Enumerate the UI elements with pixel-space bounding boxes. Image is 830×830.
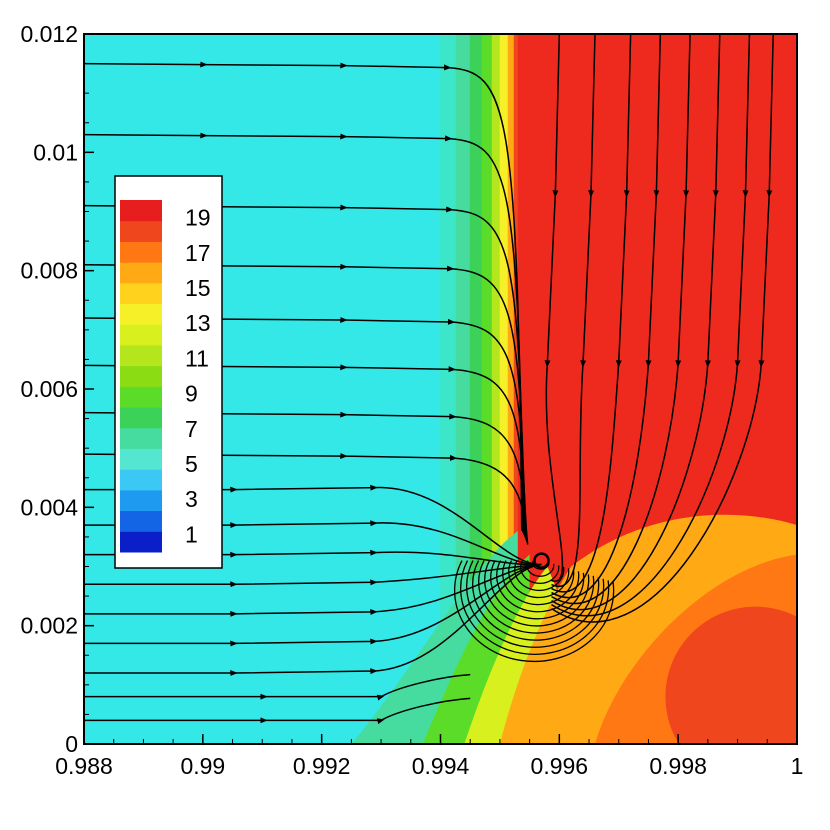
- streamline: [84, 484, 542, 566]
- y-axis: 0 0.002 0.004 0.006 0.008 0.01 0.012: [20, 21, 94, 757]
- streamline: [84, 549, 542, 566]
- legend-label: 17: [185, 240, 211, 266]
- legend-swatch: [120, 303, 162, 325]
- y-tick-label: 0.006: [20, 376, 78, 402]
- vortex-core: [533, 552, 550, 569]
- legend-label: 19: [185, 205, 211, 231]
- y-tick-label: 0.012: [20, 21, 78, 47]
- vortex-loop: [514, 560, 565, 592]
- legend-swatch: [120, 241, 162, 263]
- y-tick-label: 0.008: [20, 258, 78, 284]
- y-tick-label: 0.004: [20, 494, 78, 520]
- x-tick-label: 0.996: [531, 753, 589, 779]
- x-tick-label: 0.994: [412, 753, 470, 779]
- streamline: [551, 34, 774, 623]
- legend-label: 9: [185, 381, 198, 407]
- x-tick-label: 0.988: [55, 753, 113, 779]
- x-tick-label: 0.992: [293, 753, 351, 779]
- vortex-loop: [502, 560, 575, 606]
- legend-label: 7: [185, 416, 198, 442]
- y-tick-label: 0.01: [33, 139, 78, 165]
- streamline: [84, 563, 542, 588]
- legend-swatch: [120, 324, 162, 346]
- streamline: [84, 315, 527, 539]
- streamline: [84, 363, 528, 541]
- x-tick-label: 0.998: [649, 753, 707, 779]
- x-tick-label: 0.99: [180, 753, 225, 779]
- vortex-loop: [490, 560, 585, 620]
- legend-swatch: [120, 469, 162, 491]
- legend-swatch: [120, 448, 162, 470]
- y-tick-label: 0: [65, 731, 78, 757]
- legend-swatch: [120, 407, 162, 429]
- vortex-loop: [466, 560, 605, 648]
- x-axis: 0.988 0.99 0.992 0.994 0.996 0.998 1: [55, 734, 803, 779]
- vortex-loop: [484, 560, 590, 627]
- legend-swatch: [120, 365, 162, 387]
- streamline: [84, 520, 542, 566]
- streamline: [84, 410, 528, 543]
- vortex-loop: [460, 560, 610, 655]
- vortex-loop: [526, 560, 555, 577]
- legend-label: 15: [185, 275, 211, 301]
- x-tick-label: 1: [791, 753, 804, 779]
- legend-label: 11: [185, 345, 209, 371]
- field-lobe: [665, 606, 797, 744]
- streamline: [544, 34, 564, 582]
- legend-label: 1: [185, 521, 198, 547]
- legend-swatch: [120, 344, 162, 367]
- legend-swatch: [120, 427, 162, 449]
- vortex-loop: [520, 560, 560, 584]
- streamline: [84, 563, 542, 677]
- streamline: [84, 673, 471, 701]
- streamline: [84, 452, 529, 545]
- vortex-loop: [472, 560, 600, 641]
- legend-swatch: [120, 200, 162, 222]
- streamline: [84, 563, 542, 617]
- y-tick-label: 0.002: [20, 613, 78, 639]
- streamline: [551, 34, 721, 611]
- vortex-loop: [508, 560, 570, 599]
- vortex-loop: [454, 560, 615, 663]
- streamlines: [84, 34, 774, 725]
- legend-swatch: [120, 220, 162, 242]
- legend-label: 5: [185, 451, 198, 477]
- streamline: [84, 697, 471, 725]
- streamline: [84, 563, 542, 647]
- streamline: [551, 34, 751, 617]
- streamline: [551, 34, 662, 599]
- plot-area: [84, 34, 797, 744]
- legend-label: 13: [185, 310, 211, 336]
- legend-label: 3: [185, 486, 198, 512]
- contour-field: [84, 34, 797, 744]
- legend-swatch: [120, 531, 162, 553]
- legend-swatch: [120, 510, 162, 532]
- vortex-loop: [478, 560, 595, 634]
- legend-swatch: [120, 262, 162, 284]
- legend-swatch: [120, 386, 162, 408]
- streamline: [551, 34, 632, 593]
- vortex-loop: [496, 560, 580, 613]
- legend-swatch: [120, 282, 162, 305]
- legend-swatch: [120, 489, 162, 512]
